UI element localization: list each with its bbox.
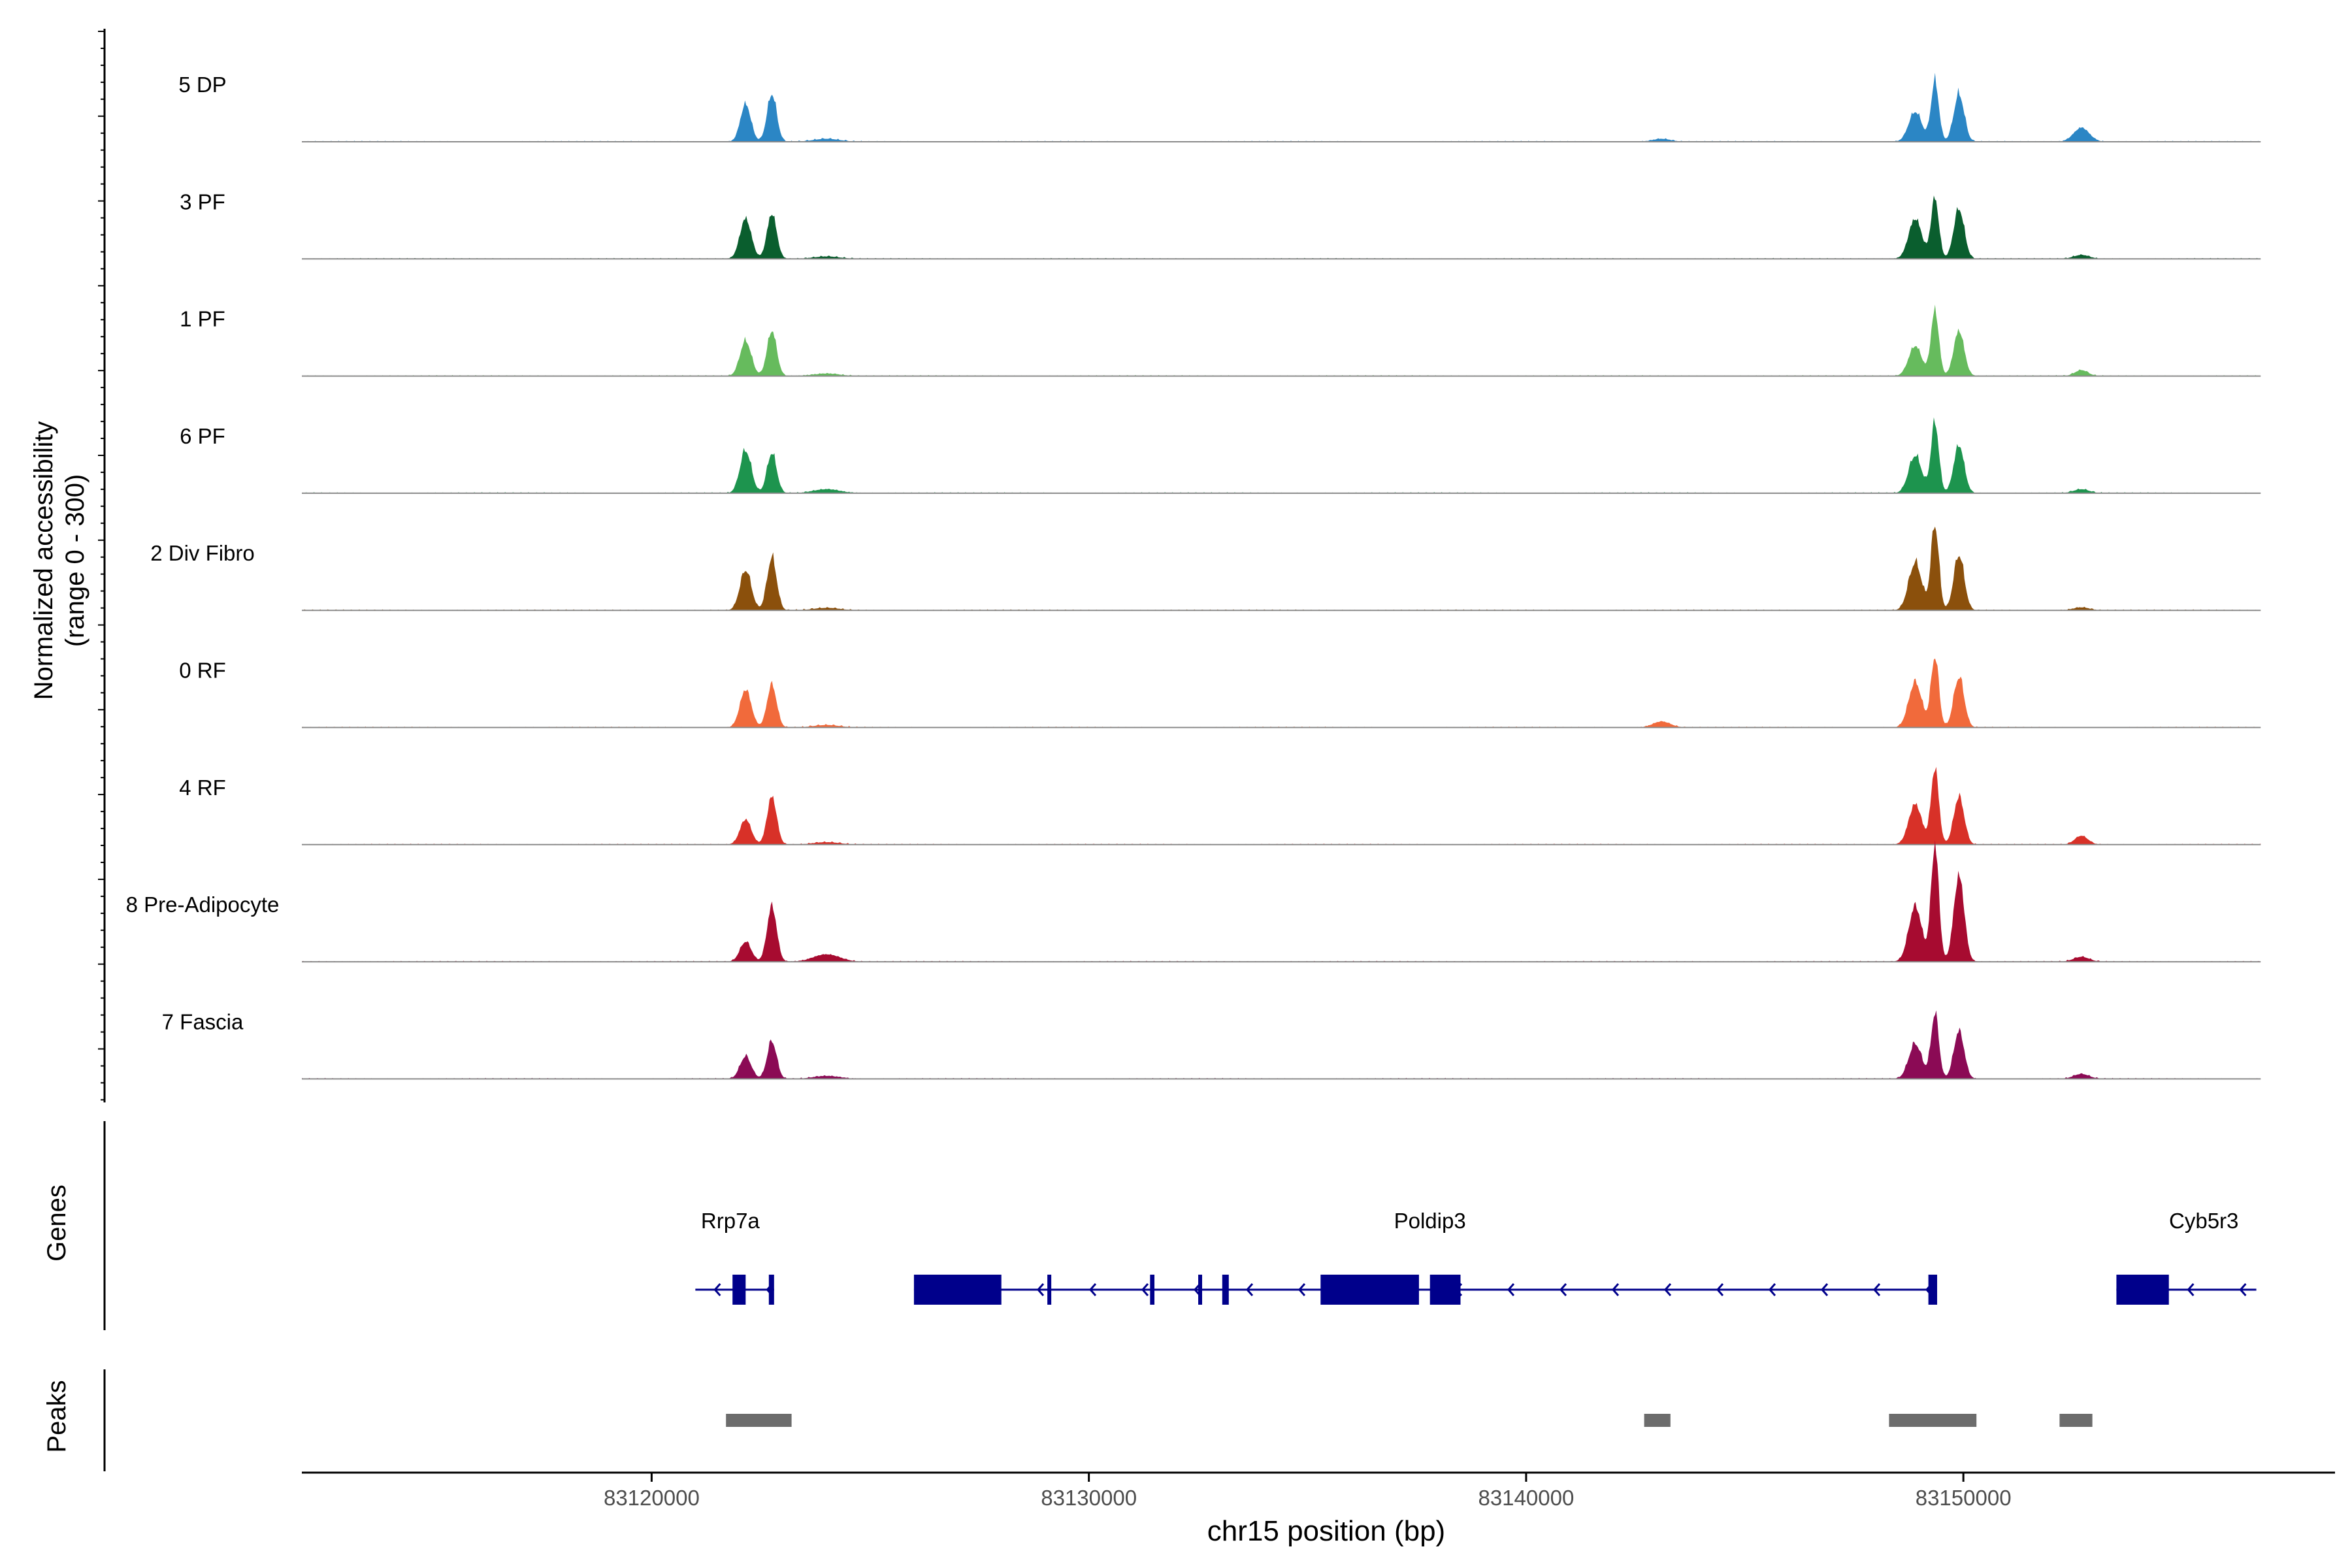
strand-arrow [1245,1283,1254,1296]
strand-arrow [1611,1283,1620,1296]
exon-block [1150,1275,1154,1305]
strand-arrow [1141,1283,1149,1296]
track-1-pf: 1 PF [180,304,2261,377]
peak-region [726,1414,792,1427]
peaks-axis-label: Peaks [42,1380,71,1452]
exon-block [1429,1275,1461,1305]
x-tick-label: 83150000 [1916,1486,2012,1510]
peaks-track [103,1369,2093,1471]
track-label-2-div-fibro: 2 Div Fibro [150,541,255,565]
exon-block [1928,1275,1937,1305]
track-8-pre-adipocyte: 8 Pre-Adipocyte [126,840,2261,963]
track-5-dp: 5 DP [178,73,2261,142]
peak-region [2059,1414,2093,1427]
strand-arrow [1507,1283,1515,1296]
track-label-1-pf: 1 PF [180,307,225,331]
track-label-0-rf: 0 RF [179,659,226,683]
track-6-pf: 6 PF [180,417,2261,494]
exon-block [768,1275,774,1305]
strand-arrow [1559,1283,1567,1296]
coverage-3-pf [302,195,2261,259]
x-axis: 83120000 83130000 83140000 83150000 [302,1471,2335,1510]
track-label-3-pf: 3 PF [180,189,225,214]
coverage-1-pf [302,304,2261,376]
track-2-div-fibro: 2 Div Fibro [150,527,2261,612]
track-0-rf: 0 RF [179,659,2261,728]
gene-label-cyb5r3: Cyb5r3 [2169,1209,2238,1233]
strand-arrow [2187,1283,2195,1296]
exon-block [1198,1275,1202,1305]
exon-block [2116,1275,2169,1305]
coverage-2-div-fibro [302,527,2261,611]
x-axis-label: chr15 position (bp) [1207,1515,1445,1547]
strand-arrow [713,1283,721,1296]
peak-region [1889,1414,1977,1427]
track-label-5-dp: 5 DP [178,73,226,97]
track-7-fascia: 7 Fascia [162,1009,2261,1080]
gene-label-poldip3: Poldip3 [1394,1209,1466,1233]
y-axis-label-range: (range 0 - 300) [61,474,90,647]
exon-block [1047,1275,1052,1305]
coverage-6-pf [302,417,2261,493]
strand-arrow [1663,1283,1672,1296]
track-label-6-pf: 6 PF [180,424,225,448]
x-tick-label: 83140000 [1478,1486,1574,1510]
track-label-7-fascia: 7 Fascia [162,1009,244,1034]
peak-region [1644,1414,1671,1427]
coverage-4-rf [302,766,2261,845]
genes-axis-label: Genes [42,1184,71,1262]
strand-arrow [1872,1283,1881,1296]
x-tick-label: 83130000 [1041,1486,1137,1510]
strand-arrow [1298,1283,1306,1296]
gene-rrp7a: Rrp7a [695,1209,774,1305]
y-axis-label: Normalized accessibility [29,421,58,700]
exon-block [1222,1275,1229,1305]
strand-arrow [1036,1283,1045,1296]
gene-cyb5r3: Cyb5r3 [2116,1209,2257,1305]
exon-block [732,1275,746,1305]
gene-poldip3: Poldip3 [913,1209,1937,1305]
x-tick-label: 83120000 [604,1486,700,1510]
coverage-y-axis [98,29,106,1103]
strand-arrow [1716,1283,1724,1296]
gene-label-rrp7a: Rrp7a [701,1209,760,1233]
coverage-0-rf [302,658,2261,728]
strand-arrow [1088,1283,1097,1296]
track-3-pf: 3 PF [180,189,2261,260]
strand-arrow [1820,1283,1829,1296]
coverage-8-pre-adipocyte [302,840,2261,962]
exon-block [913,1275,1002,1305]
track-label-8-pre-adipocyte: 8 Pre-Adipocyte [126,892,280,917]
strand-arrow [2239,1283,2247,1296]
exon-block [1320,1275,1419,1305]
coverage-7-fascia [302,1010,2261,1079]
gene-track: Rrp7a Poldip3 Cyb5r3 [103,1121,2257,1330]
track-label-4-rf: 4 RF [179,776,226,800]
track-4-rf: 4 RF [179,766,2261,845]
coverage-tracks: 5 DP 3 PF 1 PF 6 PF 2 Div Fibro 0 RF 4 RF 8 Pre… [126,73,2261,1080]
strand-arrow [1768,1283,1776,1296]
coverage-5-dp [302,73,2261,142]
